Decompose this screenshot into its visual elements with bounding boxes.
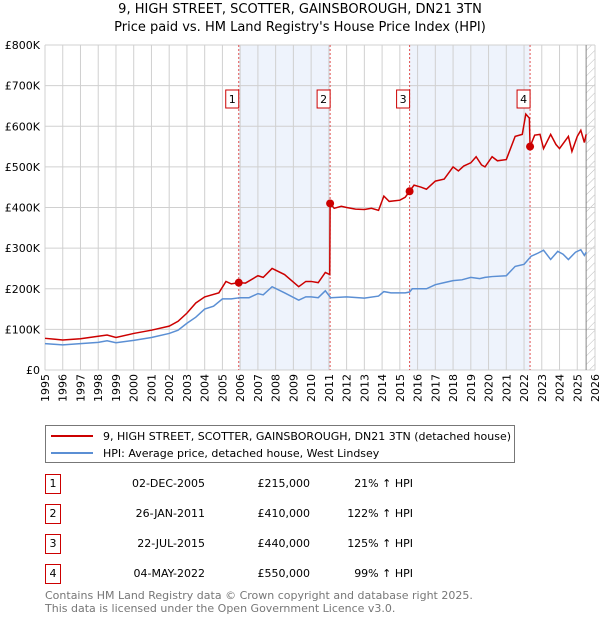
transaction-row: 3 22-JUL-2015 £440,000 125% ↑ HPI [45, 534, 465, 554]
property-series-line [44, 112, 587, 341]
y-tick-label: £100K [5, 323, 41, 336]
transaction-hpi-change: 21% ↑ HPI [354, 477, 413, 490]
transaction-number: 1 [45, 474, 61, 494]
red-line-swatch [51, 435, 93, 437]
y-tick-label: £800K [5, 39, 41, 52]
x-tick-label: 2014 [376, 374, 389, 402]
transaction-date: 26-JAN-2011 [135, 507, 205, 520]
y-tick-label: £500K [5, 161, 41, 174]
transaction-number: 4 [45, 564, 61, 584]
x-tick-label: 2021 [500, 374, 513, 402]
transaction-price: £215,000 [257, 477, 311, 490]
transaction-number: 2 [45, 504, 61, 524]
transaction-marker-number: 2 [320, 93, 327, 106]
x-tick-label: 2025 [571, 374, 584, 402]
transaction-hpi-change: 125% ↑ HPI [347, 537, 413, 550]
hpi-series-line [44, 248, 587, 346]
transaction-marker-box [225, 89, 240, 109]
x-tick-label: 1999 [110, 374, 123, 402]
x-tick-label: 2016 [412, 374, 425, 402]
transaction-hpi-change: 122% ↑ HPI [347, 507, 413, 520]
transaction-date: 22-JUL-2015 [137, 537, 205, 550]
x-tick-label: 2018 [447, 374, 460, 402]
x-tick-label: 2003 [181, 374, 194, 402]
legend-item-property: 9, HIGH STREET, SCOTTER, GAINSBOROUGH, D… [51, 428, 511, 444]
x-tick-label: 2017 [429, 374, 442, 402]
x-tick-label: 2008 [270, 374, 283, 402]
footer-copyright: Contains HM Land Registry data © Crown c… [45, 589, 473, 602]
legend: 9, HIGH STREET, SCOTTER, GAINSBOROUGH, D… [45, 425, 515, 463]
transaction-marker-box [516, 89, 531, 109]
y-tick-label: £600K [5, 120, 41, 133]
transaction-price: £410,000 [257, 507, 311, 520]
transaction-date: 02-DEC-2005 [131, 477, 205, 490]
x-tick-label: 2019 [465, 374, 478, 402]
transaction-marker-number: 1 [229, 93, 236, 106]
x-tick-label: 2004 [199, 374, 212, 402]
x-tick-label: 1998 [92, 374, 105, 402]
transaction-number: 3 [45, 534, 61, 554]
transaction-point [326, 199, 335, 208]
x-tick-label: 2010 [305, 374, 318, 402]
x-tick-label: 2007 [252, 374, 265, 402]
transaction-row: 1 02-DEC-2005 £215,000 21% ↑ HPI [45, 474, 465, 494]
x-tick-label: 2001 [145, 374, 158, 402]
x-tick-label: 2020 [483, 374, 496, 402]
transaction-hpi-change: 99% ↑ HPI [354, 567, 413, 580]
transaction-point [526, 142, 535, 151]
transaction-point [234, 278, 243, 287]
transaction-row: 4 04-MAY-2022 £550,000 99% ↑ HPI [45, 564, 465, 584]
transaction-price: £550,000 [257, 567, 311, 580]
x-tick-label: 2026 [589, 374, 600, 402]
x-tick-label: 1997 [74, 374, 87, 402]
x-tick-label: 2022 [518, 374, 531, 402]
transaction-marker-box [396, 89, 411, 109]
y-tick-label: £0 [26, 364, 40, 377]
transaction-date: 04-MAY-2022 [133, 567, 205, 580]
legend-item-hpi: HPI: Average price, detached house, West… [51, 445, 379, 461]
transaction-row: 2 26-JAN-2011 £410,000 122% ↑ HPI [45, 504, 465, 524]
transaction-marker-box [316, 89, 331, 109]
y-tick-label: £400K [5, 202, 41, 215]
x-tick-label: 2009 [287, 374, 300, 402]
chart-title: 9, HIGH STREET, SCOTTER, GAINSBOROUGH, D… [118, 2, 482, 17]
legend-label: HPI: Average price, detached house, West… [103, 446, 380, 460]
y-tick-label: £300K [5, 242, 41, 255]
footer-licence: This data is licensed under the Open Gov… [45, 602, 396, 615]
x-tick-label: 2024 [554, 374, 567, 402]
x-tick-label: 2000 [128, 374, 141, 402]
blue-line-swatch [51, 452, 93, 454]
transaction-marker-number: 3 [400, 93, 407, 106]
transaction-marker-number: 4 [520, 93, 527, 106]
x-tick-label: 2015 [394, 374, 407, 402]
x-tick-label: 2002 [163, 374, 176, 402]
x-tick-label: 2012 [341, 374, 354, 402]
y-tick-label: £700K [5, 80, 41, 93]
chart-subtitle: Price paid vs. HM Land Registry's House … [114, 20, 486, 35]
y-tick-label: £200K [5, 283, 41, 296]
x-tick-label: 2023 [536, 374, 549, 402]
x-tick-label: 2005 [216, 374, 229, 402]
transaction-price: £440,000 [257, 537, 311, 550]
x-tick-label: 1996 [57, 374, 70, 402]
x-tick-label: 2011 [323, 374, 336, 402]
x-tick-label: 2006 [234, 374, 247, 402]
transaction-point [405, 187, 414, 196]
x-tick-label: 2013 [358, 374, 371, 402]
price-chart: 1995 1996 1997 1998 1999 2000 2001 2002 2003 2004… [5, 39, 600, 402]
x-tick-label: 1995 [39, 374, 52, 402]
legend-label: 9, HIGH STREET, SCOTTER, GAINSBOROUGH, D… [103, 429, 512, 443]
